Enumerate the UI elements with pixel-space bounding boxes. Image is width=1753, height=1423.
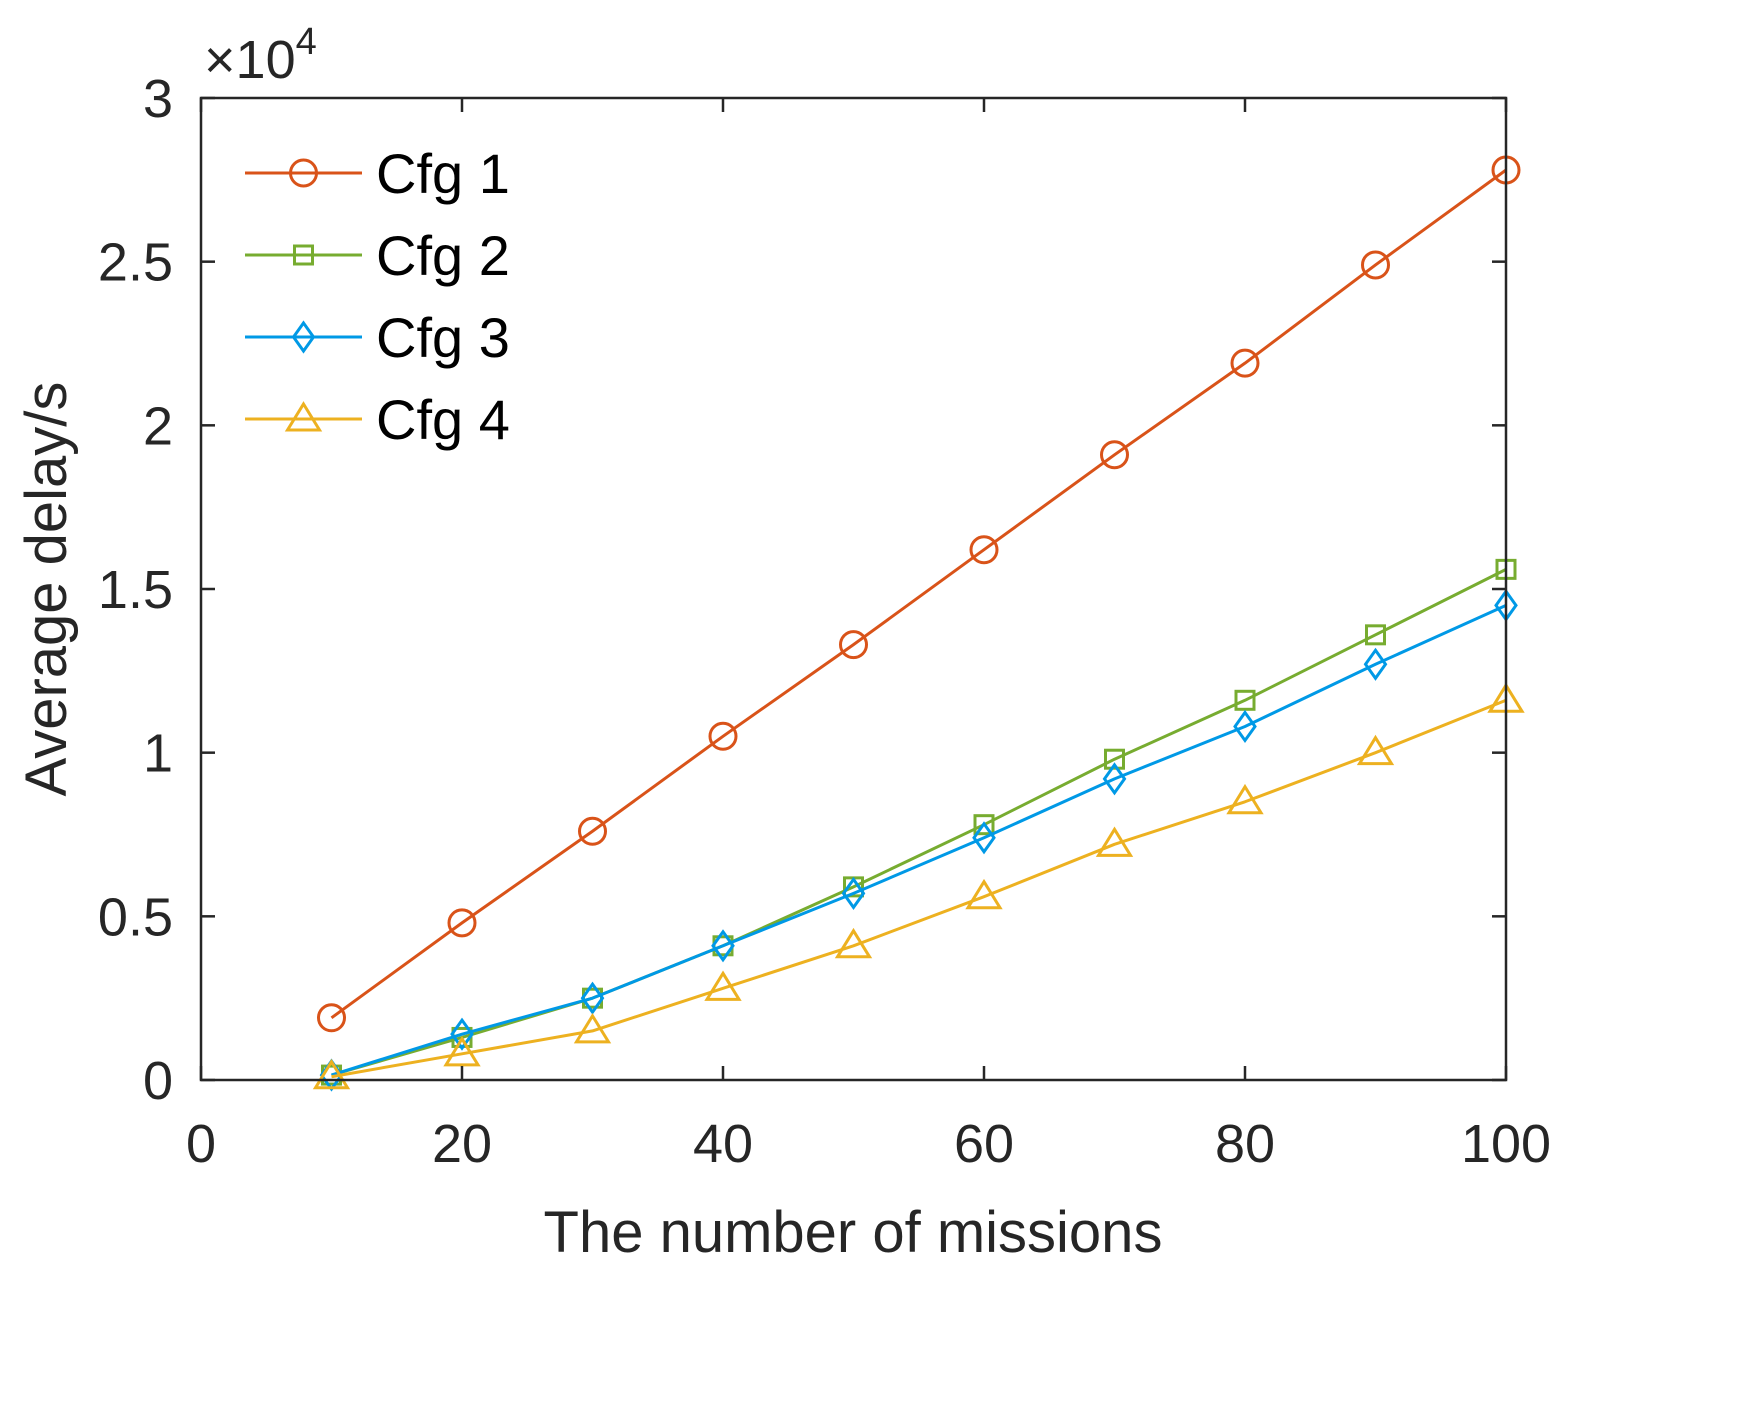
legend-marker (284, 401, 323, 432)
data-point-marker (1104, 748, 1125, 770)
data-point-marker (969, 535, 999, 565)
series-line (331, 698, 1507, 1079)
legend-label: Cfg 3 (376, 306, 510, 369)
data-point-marker (1230, 348, 1260, 378)
legend-entry-2: Cfg 2 (245, 224, 510, 287)
x-tick-label: 80 (1215, 1114, 1275, 1174)
legend-entry-1: Cfg 1 (245, 142, 510, 205)
data-point-marker (580, 981, 605, 1015)
data-point-marker (1234, 689, 1256, 711)
x-tick-label: 100 (1461, 1114, 1551, 1174)
series-layer (312, 155, 1525, 1092)
data-point-marker (1100, 440, 1129, 470)
data-point-marker (447, 908, 477, 938)
y-axis-exponent-base: ×10 (204, 30, 296, 90)
data-point-marker (317, 1003, 346, 1033)
legend-marker (293, 244, 314, 266)
y-tick-label: 0.5 (98, 887, 173, 947)
y-tick-label: 0 (143, 1051, 173, 1111)
x-tick-label: 40 (693, 1114, 753, 1174)
data-point-marker (312, 1058, 351, 1090)
plot-area (201, 98, 1506, 1080)
y-tick-label: 2.5 (98, 233, 173, 293)
y-axis-title: Average delay/s (14, 382, 79, 797)
y-axis-exponent: ×104 (204, 21, 317, 90)
legend-marker (289, 158, 318, 188)
data-point-marker (1226, 783, 1264, 815)
data-point-marker (839, 630, 868, 660)
x-axis-title: The number of missions (544, 1200, 1163, 1265)
data-point-marker (973, 814, 995, 836)
legend-label: Cfg 2 (376, 224, 510, 287)
data-point-marker (834, 927, 873, 959)
data-point-marker (711, 929, 735, 963)
data-point-marker (1095, 826, 1134, 857)
series-4 (312, 682, 1525, 1090)
data-point-marker (573, 1013, 612, 1044)
data-point-marker (450, 1017, 474, 1051)
x-tick-label: 20 (432, 1114, 492, 1174)
y-tick-label: 1 (143, 724, 173, 784)
data-point-marker (841, 876, 866, 911)
data-point-marker (443, 1035, 481, 1067)
data-point-marker (704, 970, 742, 1001)
data-point-marker (972, 821, 996, 855)
series-line (330, 168, 1507, 1020)
data-point-marker (578, 816, 607, 846)
data-point-marker (1365, 624, 1386, 646)
y-tick-label: 1.5 (98, 560, 173, 620)
y-tick-label: 3 (143, 69, 173, 129)
legend-label: Cfg 1 (376, 142, 510, 205)
y-tick-label: 2 (143, 396, 173, 456)
legend-marker (291, 320, 316, 354)
data-point-marker (1363, 647, 1388, 681)
legend: Cfg 1 Cfg 2 Cfg 3 Cfg 4 (245, 142, 510, 451)
legend-entry-4: Cfg 4 (245, 388, 510, 451)
series-line (331, 603, 1507, 1077)
legend-label: Cfg 4 (376, 388, 510, 451)
data-point-marker (1233, 709, 1257, 744)
y-axis-exponent-power: 4 (296, 21, 317, 63)
data-point-marker (708, 721, 738, 751)
data-point-marker (1361, 250, 1390, 280)
series-line (331, 568, 1507, 1077)
series-1 (317, 155, 1521, 1033)
data-point-marker (965, 878, 1003, 910)
ticks-layer: 0 20 40 60 80 100 0 0.5 1 1.5 2 2.5 3 (98, 69, 1551, 1174)
x-tick-label: 60 (954, 1114, 1014, 1174)
data-point-marker (1102, 762, 1127, 796)
legend-entry-3: Cfg 3 (245, 306, 510, 369)
data-point-marker (1356, 734, 1395, 766)
x-tick-label: 0 (186, 1114, 216, 1174)
